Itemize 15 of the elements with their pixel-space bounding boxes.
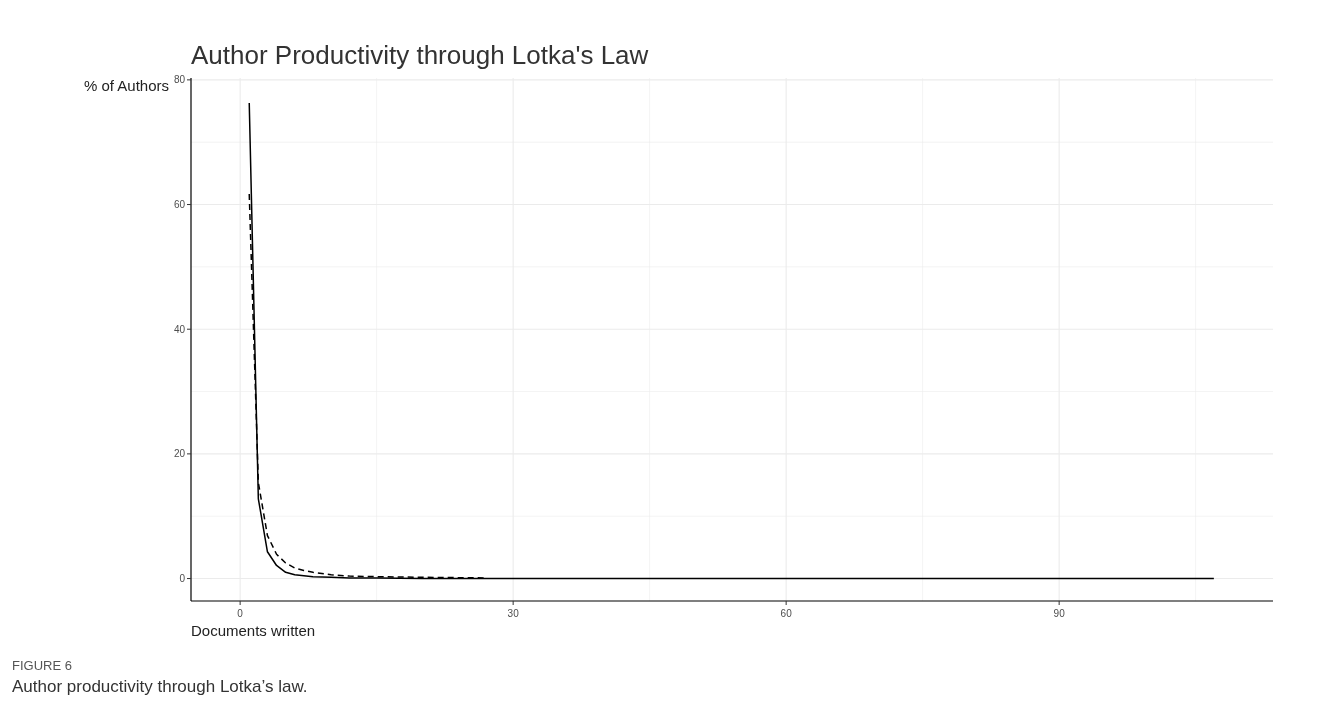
x-axis-title: Documents written (191, 622, 316, 639)
x-tick-label: 30 (507, 608, 520, 619)
y-tick-label: 40 (173, 323, 186, 335)
y-tick-label: 80 (173, 74, 186, 86)
chart-title: Author Productivity through Lotka's Law (191, 40, 649, 70)
y-tick-label: 60 (173, 199, 186, 211)
y-tick-label: 0 (179, 573, 186, 585)
text: Author productivity through Lotka’s law. (12, 677, 308, 696)
caption: FIGURE 6 (12, 658, 72, 673)
x-tick-label: 90 (1053, 608, 1066, 619)
line-series (248, 102, 1215, 580)
x-tick-label: 60 (780, 608, 793, 619)
x-tick-label: 0 (237, 608, 244, 619)
y-axis-title: % of Authors (83, 77, 169, 94)
y-tick-label: 20 (173, 448, 186, 460)
